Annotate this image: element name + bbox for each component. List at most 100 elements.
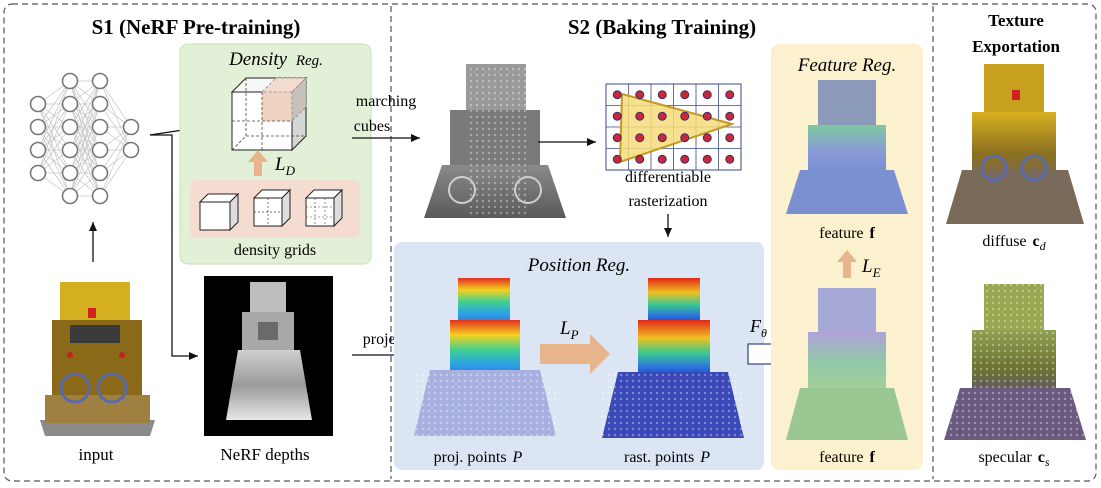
density-loss-label: LD <box>274 154 296 178</box>
raster-sample-point <box>680 111 690 121</box>
mlp-node <box>91 95 109 113</box>
mlp-edge <box>37 80 71 151</box>
rast-points-text: rast. points <box>624 449 694 466</box>
mlp-edge <box>69 80 101 174</box>
raster-sample-point <box>680 154 690 164</box>
s1-title: S1 (NeRF Pre-training) <box>92 15 301 39</box>
raster-sample-point <box>612 133 622 143</box>
mlp-edge <box>69 80 101 128</box>
mlp-edge <box>99 80 132 128</box>
feature-loss-sub: E <box>872 265 881 280</box>
position-loss-label: LP <box>559 318 579 342</box>
mlp-node <box>61 187 79 205</box>
mlp-edge <box>69 126 101 197</box>
raster-sample-point <box>702 154 712 164</box>
mlp-node <box>61 118 79 136</box>
mlp-node <box>91 141 109 159</box>
mlp-edge <box>69 103 101 197</box>
mlp-node <box>29 118 47 136</box>
raster-sample-point <box>612 154 622 164</box>
diffuse-sub: d <box>1040 239 1047 253</box>
mlp-node <box>122 118 140 136</box>
density-loss-arrow <box>248 150 268 176</box>
mlp-edge <box>37 80 71 128</box>
raster-sample-point <box>725 154 735 164</box>
position-reg-title: Position Reg. <box>527 255 630 276</box>
proj-points-text: proj. points <box>434 449 507 466</box>
feature-symbol: f <box>870 449 876 466</box>
raster-sample-point <box>612 90 622 100</box>
mlp-edge <box>37 80 71 174</box>
mlp-edge <box>69 80 101 151</box>
proj-points-symbol: P <box>512 449 523 466</box>
mlp-node <box>91 72 109 90</box>
raster-sample-point <box>612 111 622 121</box>
raster-sample-point <box>635 154 645 164</box>
s3-title-line2: Exportation <box>972 37 1060 56</box>
diff-label-line2: rasterization <box>628 193 707 210</box>
marching-label: marching <box>356 93 416 110</box>
density-grid-fine <box>304 188 344 228</box>
diff-label-line1: differentiable <box>625 169 711 186</box>
mlp-node <box>91 187 109 205</box>
mesh-image <box>424 64 566 218</box>
specular-sub: s <box>1045 455 1050 469</box>
proj-points-image <box>414 278 556 436</box>
mlp-node <box>29 141 47 159</box>
diffuse-label: diffuse cd <box>982 233 1046 253</box>
raster-sample-point <box>635 133 645 143</box>
feature-reg-title: Feature Reg. <box>797 55 896 76</box>
feature-image <box>786 288 908 440</box>
feature-hat-image <box>786 80 908 214</box>
cubes-label: cubes <box>354 118 390 135</box>
nerf-depths-shape <box>226 282 312 420</box>
feature-label: feature f <box>819 449 875 466</box>
specular-text: specular <box>978 449 1032 466</box>
mlp-node <box>29 95 47 113</box>
raster-sample-point <box>680 90 690 100</box>
raster-sample-point <box>657 90 667 100</box>
mlp-node <box>122 141 140 159</box>
density-cube-large <box>230 76 308 152</box>
density-loss-sub: D <box>285 163 296 178</box>
mlp-node <box>91 118 109 136</box>
mlp-node <box>61 164 79 182</box>
raster-sample-point <box>657 133 667 143</box>
raster-sample-point <box>725 90 735 100</box>
arrow-mlp-to-depths <box>150 134 198 360</box>
density-reg-title-suffix: Reg. <box>295 53 323 69</box>
raster-sample-point <box>635 111 645 121</box>
raster-sample-point <box>680 133 690 143</box>
specular-texture-image <box>944 284 1086 440</box>
diffuse-texture-image <box>946 64 1084 224</box>
mlp-network <box>29 72 140 205</box>
rast-points-image <box>602 278 744 438</box>
feature-loss-label: LE <box>861 256 881 280</box>
mlp-node <box>91 164 109 182</box>
f-theta-label: Fθ <box>749 316 767 340</box>
mlp-edge <box>37 126 71 174</box>
raster-sample-point <box>657 154 667 164</box>
rast-points-symbol: P <box>699 449 710 466</box>
mlp-edge <box>99 126 132 197</box>
specular-symbol: c <box>1038 449 1045 466</box>
raster-sample-point <box>725 133 735 143</box>
s3-title-line1: Texture <box>988 11 1044 30</box>
raster-sample-point <box>657 111 667 121</box>
raster-sample-point <box>702 90 712 100</box>
density-loss-symbol: L <box>274 154 286 175</box>
position-loss-sub: P <box>570 327 579 342</box>
mlp-edge <box>69 149 101 197</box>
position-loss-symbol: L <box>559 318 571 339</box>
position-loss-arrow <box>540 334 610 374</box>
density-grid-coarse <box>198 192 240 232</box>
proj-points-label: proj. points P <box>434 449 523 466</box>
density-grids-label: density grids <box>234 242 316 259</box>
diffuse-text: diffuse <box>982 233 1026 250</box>
rast-points-label: rast. points P <box>624 449 710 466</box>
raster-sample-point <box>725 111 735 121</box>
mlp-node <box>29 164 47 182</box>
mlp-edge <box>99 149 132 197</box>
raster-triangle <box>618 92 736 164</box>
